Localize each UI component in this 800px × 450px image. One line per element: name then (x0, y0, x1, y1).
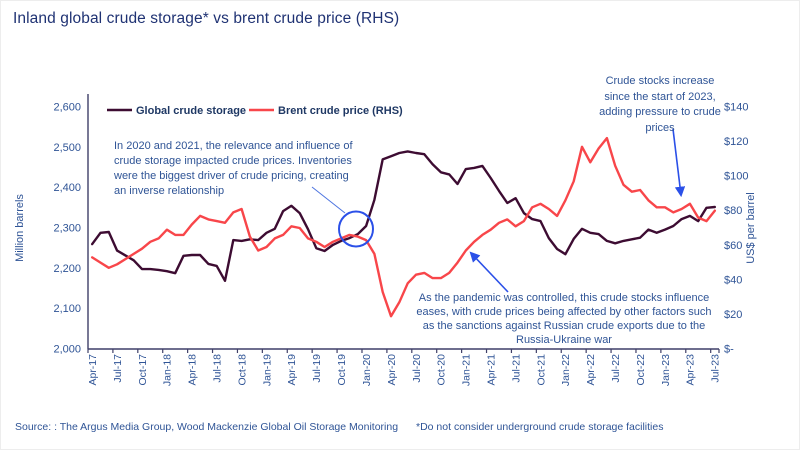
x-axis-tick-label: Apr-17 (87, 354, 99, 386)
x-axis-tick-label: Jul-20 (411, 354, 423, 383)
y-right-tick-label: $20 (724, 309, 742, 321)
x-axis-tick-label: Apr-22 (585, 354, 597, 386)
x-axis-tick-label: Jul-18 (211, 354, 223, 383)
crossing-highlight-circle (338, 210, 374, 248)
annotation-leader-line (311, 186, 346, 214)
y-left-tick-label: 2,600 (53, 102, 81, 114)
x-axis-tick-label: Oct-20 (436, 354, 448, 386)
y-left-tick-label: 2,100 (53, 303, 81, 315)
x-axis-tick-label: Jul-17 (112, 354, 124, 383)
x-axis-tick-label: Apr-23 (685, 354, 697, 386)
y-left-tick-label: 2,500 (53, 142, 81, 154)
y-left-tick-label: 2,200 (53, 263, 81, 275)
x-axis-tick-label: Jul-19 (311, 354, 323, 383)
legend-storage-label: Global crude storage (136, 105, 246, 117)
annotation-pandemic-controlled: As the pandemic was controlled, this cru… (416, 292, 712, 346)
brent-line (90, 136, 716, 318)
x-axis-tick-label: Jan-23 (660, 354, 672, 386)
x-axis-tick-label: Jul-23 (710, 354, 722, 383)
x-axis-tick-label: Oct-21 (535, 354, 547, 386)
y-right-tick-label: $100 (724, 171, 748, 183)
x-axis-tick-label: Oct-18 (236, 354, 248, 386)
annotation-inverse-relationship: In 2020 and 2021, the relevance and infl… (114, 140, 353, 197)
y-left-tick-label: 2,400 (53, 182, 81, 194)
y-right-tick-label: $80 (724, 205, 742, 217)
y-right-tick-label: $60 (724, 240, 742, 252)
x-axis-tick-label: Apr-19 (286, 354, 298, 386)
x-axis-tick-label: Jan-20 (361, 354, 373, 386)
footnote-text: *Do not consider underground crude stora… (416, 421, 664, 433)
y-right-tick-label: $120 (724, 136, 748, 148)
y-right-tick-label: $140 (724, 102, 748, 114)
x-axis-tick-label: Jan-22 (560, 354, 572, 386)
x-axis-tick-label: Jan-19 (261, 354, 273, 386)
x-axis-tick-label: Apr-20 (386, 354, 398, 386)
y-left-tick-label: 2,300 (53, 223, 81, 235)
y-right-tick-label: $- (724, 344, 734, 356)
y-left-axis-title: Million barrels (14, 194, 26, 262)
x-axis-tick-label: Apr-18 (187, 354, 199, 386)
x-axis-tick-label: Oct-22 (635, 354, 647, 386)
y-right-tick-label: $40 (724, 274, 742, 286)
x-axis-tick-label: Oct-19 (336, 354, 348, 386)
y-left-tick-label: 2,000 (53, 344, 81, 356)
x-axis-tick-label: Jan-21 (461, 354, 473, 386)
pandemic-arrow (469, 251, 509, 293)
y-right-axis-title: US$ per barrel (745, 192, 757, 264)
x-axis-tick-label: Jul-22 (610, 354, 622, 383)
legend-brent-label: Brent crude price (RHS) (278, 105, 403, 117)
annotation-stocks-increase-2023: Crude stocks increase since the start of… (599, 75, 721, 134)
source-text: Source: : The Argus Media Group, Wood Ma… (15, 421, 399, 433)
x-axis-tick-label: Jan-18 (162, 354, 174, 386)
storage-line (90, 150, 716, 282)
x-axis-tick-label: Oct-17 (137, 354, 149, 386)
x-axis-tick-label: Jul-21 (510, 354, 522, 383)
stocks-increase-arrow (672, 128, 686, 198)
x-axis-tick-label: Apr-21 (485, 354, 497, 386)
chart-title: Inland global crude storage* vs brent cr… (13, 10, 400, 27)
